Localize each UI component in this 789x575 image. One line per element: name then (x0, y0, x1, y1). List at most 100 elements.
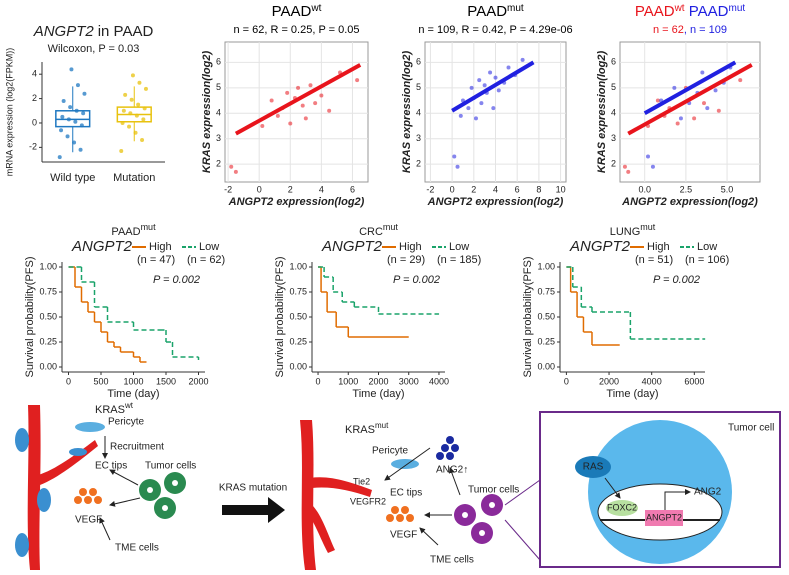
x-tick-label: 2000 (368, 376, 388, 386)
x-tick-label: 8 (536, 184, 541, 194)
point (123, 92, 128, 97)
plot-bg (619, 41, 761, 183)
diagram-title: KRASwt (95, 401, 134, 416)
subtitle-text: n = 109, R = 0.42, P = 4.29e-06 (418, 24, 572, 36)
point (288, 121, 293, 126)
y-tick-label: 4 (216, 108, 221, 118)
point (452, 154, 457, 159)
legend-label: Low (449, 241, 469, 253)
chart-subtitle: Wilcoxon, P = 0.03 (48, 43, 140, 55)
point (81, 111, 86, 116)
x-axis-label: Time (day) (606, 388, 658, 400)
y-tick-label: 5 (216, 82, 221, 92)
point (130, 73, 135, 78)
x-tick-label: Wild type (50, 172, 95, 184)
y-tick-label: 3 (416, 133, 421, 143)
y-tick-label: 0.50 (39, 311, 57, 321)
inset-box (539, 411, 781, 568)
chart-title: PAADwt (272, 3, 322, 20)
x-tick-label: 0 (564, 376, 569, 386)
p-value: P = 0.002 (653, 274, 700, 286)
point (65, 134, 70, 139)
x-tick-label: 4 (493, 184, 498, 194)
point (121, 108, 126, 113)
legend-label: High (647, 241, 670, 253)
point (473, 116, 478, 121)
diagram-label: ANGPT2 (646, 512, 682, 522)
x-tick-label: 1000 (338, 376, 358, 386)
y-tick-label: 0.00 (39, 361, 57, 371)
y-axis-label: Survival probability(PFS) (522, 256, 534, 377)
angpt2-gene (645, 510, 683, 526)
y-axis-label: KRAS expression(log2) (201, 51, 213, 174)
diagram-title: KRASmut (345, 421, 389, 436)
title-text: CRC (359, 226, 383, 238)
diagram-label: TME cells (430, 555, 474, 566)
x-tick-label: 6 (350, 184, 355, 194)
y-tick-label: 2 (611, 159, 616, 169)
point (738, 78, 743, 83)
point (479, 101, 484, 106)
title-sup: mut (141, 222, 157, 232)
y-tick-label: 4 (416, 108, 421, 118)
title-sup: mut (383, 222, 399, 232)
point (626, 169, 631, 174)
pericyte (391, 459, 419, 469)
legend-n: (n = 51) (635, 254, 673, 266)
point (275, 113, 280, 118)
diagram-label: Recruitment (110, 442, 164, 453)
point (466, 106, 471, 111)
y-axis-label: KRAS expression(log2) (596, 51, 608, 174)
point (488, 70, 493, 75)
arrow (109, 497, 141, 507)
y-tick-label: 6 (611, 57, 616, 67)
vessel (300, 420, 316, 570)
chart-title: CRCmut (359, 222, 398, 238)
x-tick-label: 4000 (429, 376, 449, 386)
point (68, 105, 73, 110)
point (319, 93, 324, 98)
point (119, 149, 124, 154)
fit-line (234, 63, 362, 136)
point (455, 164, 460, 169)
y-tick-label: -2 (29, 142, 37, 152)
point (650, 164, 655, 169)
x-tick-label: 5.0 (721, 184, 734, 194)
chart-title: ANGPT2 in PAAD (33, 23, 154, 40)
gene-label: ANGPT2 (569, 238, 631, 255)
y-tick-label: 1.00 (537, 261, 555, 271)
y-tick-label: 5 (416, 82, 421, 92)
point (260, 124, 265, 128)
legend-n: (n = 29) (387, 254, 425, 266)
gene-label: ANGPT2 (321, 238, 383, 255)
title-text: LUNG (610, 226, 641, 238)
chart-title: PAADwt PAADmut (635, 3, 746, 20)
title-text: in PAAD (98, 23, 154, 40)
arrow (448, 467, 461, 496)
point (327, 108, 332, 113)
title-text: PAAD (635, 3, 675, 20)
subtitle-text: n = 62, R = 0.25, P = 0.05 (233, 24, 359, 36)
x-tick-label: 0.0 (638, 184, 651, 194)
y-tick-label: 0.25 (39, 336, 57, 346)
y-tick-label: 0 (32, 117, 37, 127)
point (646, 154, 650, 159)
point (300, 103, 305, 108)
vessel-branch (306, 505, 335, 553)
y-tick-label: 3 (611, 133, 616, 143)
callout (504, 519, 541, 561)
fit-line (451, 60, 535, 113)
title-text: PAAD (467, 3, 507, 20)
legend-n: (n = 62) (187, 254, 225, 266)
arrow (99, 517, 111, 541)
x-axis-label: ANGPT2 expression(log2) (427, 196, 564, 208)
point (355, 78, 360, 83)
arrow (384, 447, 431, 481)
ras-protein (575, 456, 611, 478)
chart-subtitle: n = 109, R = 0.42, P = 4.29e-06 (418, 24, 572, 36)
x-tick-label: 0 (66, 376, 71, 386)
y-axis-label: KRAS expression(log2) (401, 51, 413, 174)
x-tick-label: 10 (556, 184, 566, 194)
subtitle-text: n = 62 (653, 24, 684, 36)
